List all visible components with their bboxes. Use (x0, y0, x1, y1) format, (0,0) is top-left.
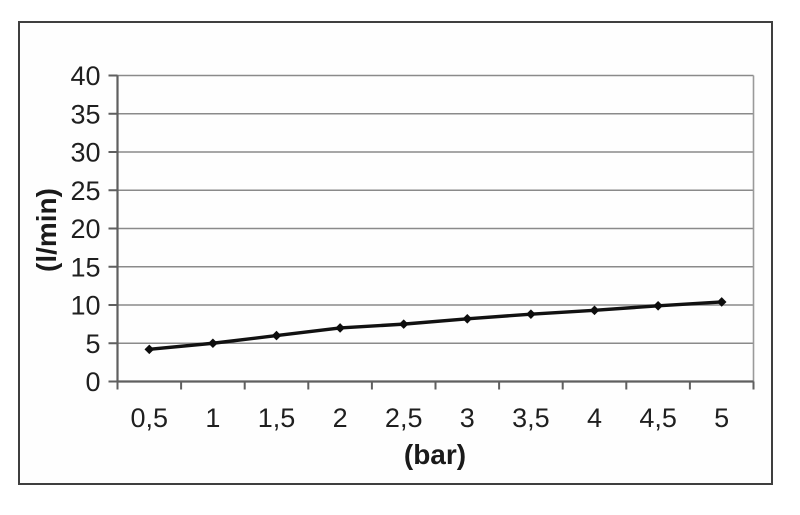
x-tick-label: 0,5 (131, 403, 169, 433)
line-chart: 0 5 10 15 20 25 30 35 40 0,5 1 1,5 2 2,5 3 3,5 4 4,5 5 (70, 61, 755, 433)
data-point-marker (271, 330, 282, 341)
y-tick-label: 25 (70, 176, 100, 206)
y-tick-label: 10 (70, 291, 100, 321)
x-axis-title: (bar) (403, 439, 467, 470)
y-tick-label: 20 (70, 214, 100, 244)
data-point-marker (398, 319, 409, 329)
data-point-marker (208, 338, 218, 349)
x-tick-label: 5 (714, 403, 729, 433)
chart-frame: 0 5 10 15 20 25 30 35 40 0,5 1 1,5 2 2,5 3 3,5 4 4,5 5 (l/… (18, 21, 773, 485)
y-tick-label: 15 (70, 252, 100, 282)
x-tick-label: 1 (205, 403, 220, 433)
data-point-marker (526, 309, 536, 319)
x-tick-label: 3,5 (512, 403, 550, 433)
data-point-marker (144, 344, 155, 355)
data-point-marker (653, 300, 663, 311)
x-tick-label: 1,5 (258, 403, 296, 433)
y-tick-label: 40 (70, 61, 100, 91)
series-line (149, 300, 722, 352)
data-point-marker (462, 313, 473, 324)
data-point-marker (589, 305, 600, 316)
y-tick-label: 0 (85, 367, 100, 397)
y-tick-label: 30 (70, 138, 100, 168)
y-tick-label: 35 (70, 99, 100, 129)
x-tick-label: 2,5 (385, 403, 423, 433)
x-tick-label: 3 (460, 403, 475, 433)
y-tick-label: 5 (85, 329, 100, 359)
x-tick-label: 2 (333, 403, 348, 433)
x-tick-label: 4,5 (639, 403, 677, 433)
y-axis-title: (l/min) (31, 188, 62, 272)
data-point-marker (716, 297, 727, 307)
x-tick-label: 4 (587, 403, 602, 433)
data-point-marker (335, 323, 345, 333)
